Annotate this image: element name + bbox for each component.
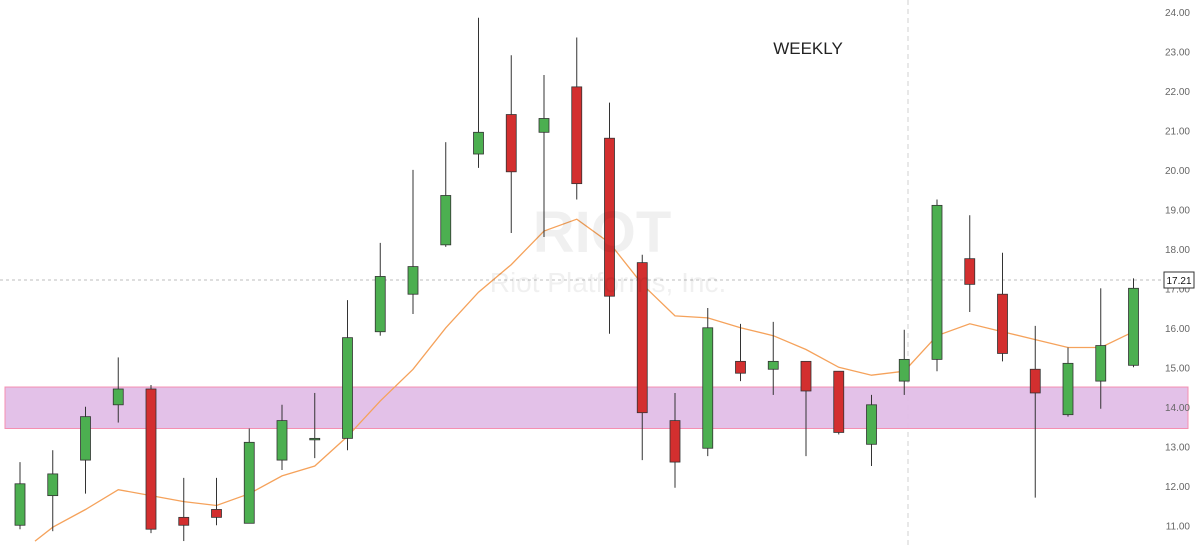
- candle-body-down: [735, 360, 746, 374]
- y-axis-tick-label: 20.00: [1165, 166, 1190, 177]
- candle: [538, 75, 550, 237]
- candle-body-up: [866, 404, 877, 445]
- y-axis-tick-label: 18.00: [1165, 245, 1190, 256]
- candle: [702, 308, 714, 457]
- candle: [1029, 325, 1041, 498]
- candle: [636, 254, 648, 461]
- candle-body-down: [636, 262, 648, 414]
- candle-body-up: [538, 118, 550, 133]
- candle: [211, 477, 222, 526]
- candle-body-down: [178, 516, 190, 526]
- candle-body-up: [243, 441, 255, 524]
- candle: [866, 394, 877, 467]
- candle: [604, 102, 615, 334]
- candle-body-up: [1128, 287, 1139, 366]
- candle: [1062, 347, 1074, 417]
- y-axis-tick-label: 24.00: [1165, 8, 1190, 19]
- candle: [964, 215, 976, 312]
- candle: [374, 242, 386, 336]
- candle: [80, 406, 91, 494]
- candle: [342, 300, 353, 451]
- y-axis-tick-label: 16.00: [1165, 324, 1190, 335]
- candle-body-up: [276, 420, 288, 461]
- candle: [571, 37, 583, 200]
- candle-body-down: [800, 360, 812, 392]
- candle: [767, 321, 779, 395]
- watermark-ticker: RIOT: [533, 200, 672, 265]
- moving-average-line: [34, 218, 1134, 542]
- candle: [47, 450, 59, 532]
- candle-body-up: [702, 327, 714, 449]
- y-axis-tick-label: 14.00: [1165, 403, 1190, 414]
- candle: [931, 199, 943, 372]
- candle-body-down: [833, 370, 845, 433]
- candle: [898, 329, 910, 395]
- candle: [112, 357, 124, 423]
- candle-body-down: [964, 258, 976, 285]
- candle: [669, 392, 681, 488]
- y-axis-tick-label: 19.00: [1165, 205, 1190, 216]
- candle: [178, 477, 190, 542]
- support-zone: [4, 386, 1189, 429]
- candle: [243, 428, 255, 524]
- candle-body-up: [374, 276, 386, 333]
- candle-body-down: [997, 293, 1008, 354]
- y-axis-tick-label: 23.00: [1165, 47, 1190, 58]
- candle-body-up: [47, 473, 59, 497]
- candle-body-up: [473, 131, 484, 155]
- candle: [833, 370, 845, 435]
- candle-body-down: [145, 388, 157, 530]
- candle: [440, 142, 452, 247]
- candle-body-up: [1095, 345, 1107, 382]
- candle-body-down: [211, 509, 222, 518]
- candle-body-down: [571, 86, 583, 185]
- candle-body-down: [1029, 368, 1041, 394]
- candle: [407, 169, 419, 314]
- current-price-tag: [1163, 271, 1195, 289]
- y-axis-tick-label: 13.00: [1165, 442, 1190, 453]
- y-axis-tick-label: 21.00: [1165, 126, 1190, 137]
- candle-body-down: [604, 137, 615, 297]
- candle-body-up: [407, 266, 419, 295]
- y-axis-tick-label: 12.00: [1165, 482, 1190, 493]
- candle: [14, 462, 26, 530]
- candle: [735, 323, 746, 382]
- candle: [309, 392, 321, 459]
- y-axis-tick-label: 11.00: [1166, 521, 1191, 532]
- current-price-label: 17.21: [1166, 276, 1191, 287]
- candle-body-up: [80, 416, 91, 461]
- chart-title: WEEKLY: [773, 39, 843, 58]
- candle-body-down: [669, 420, 681, 463]
- candle-body-up: [342, 337, 353, 439]
- candle-body-up: [931, 204, 943, 360]
- candle: [473, 17, 484, 168]
- candle-body-up: [112, 388, 124, 406]
- candle-body-up: [14, 483, 26, 526]
- candle: [505, 55, 517, 234]
- candle: [145, 385, 157, 534]
- y-axis-tick-label: 22.00: [1165, 87, 1190, 98]
- candle: [800, 360, 812, 457]
- candle-body-up: [309, 437, 321, 441]
- watermark-company: Riot Platforms, Inc.: [490, 267, 727, 298]
- y-axis-tick-label: 15.00: [1165, 363, 1190, 374]
- candle-body-down: [505, 114, 517, 173]
- candle: [1128, 278, 1139, 368]
- candle-body-up: [1062, 362, 1074, 416]
- candle: [1095, 288, 1107, 409]
- candle-body-up: [440, 195, 452, 246]
- candle-body-up: [767, 360, 779, 370]
- candle: [276, 404, 288, 470]
- candle-body-up: [898, 358, 910, 382]
- candle: [997, 252, 1008, 362]
- y-axis-tick-label: 17.00: [1165, 284, 1190, 295]
